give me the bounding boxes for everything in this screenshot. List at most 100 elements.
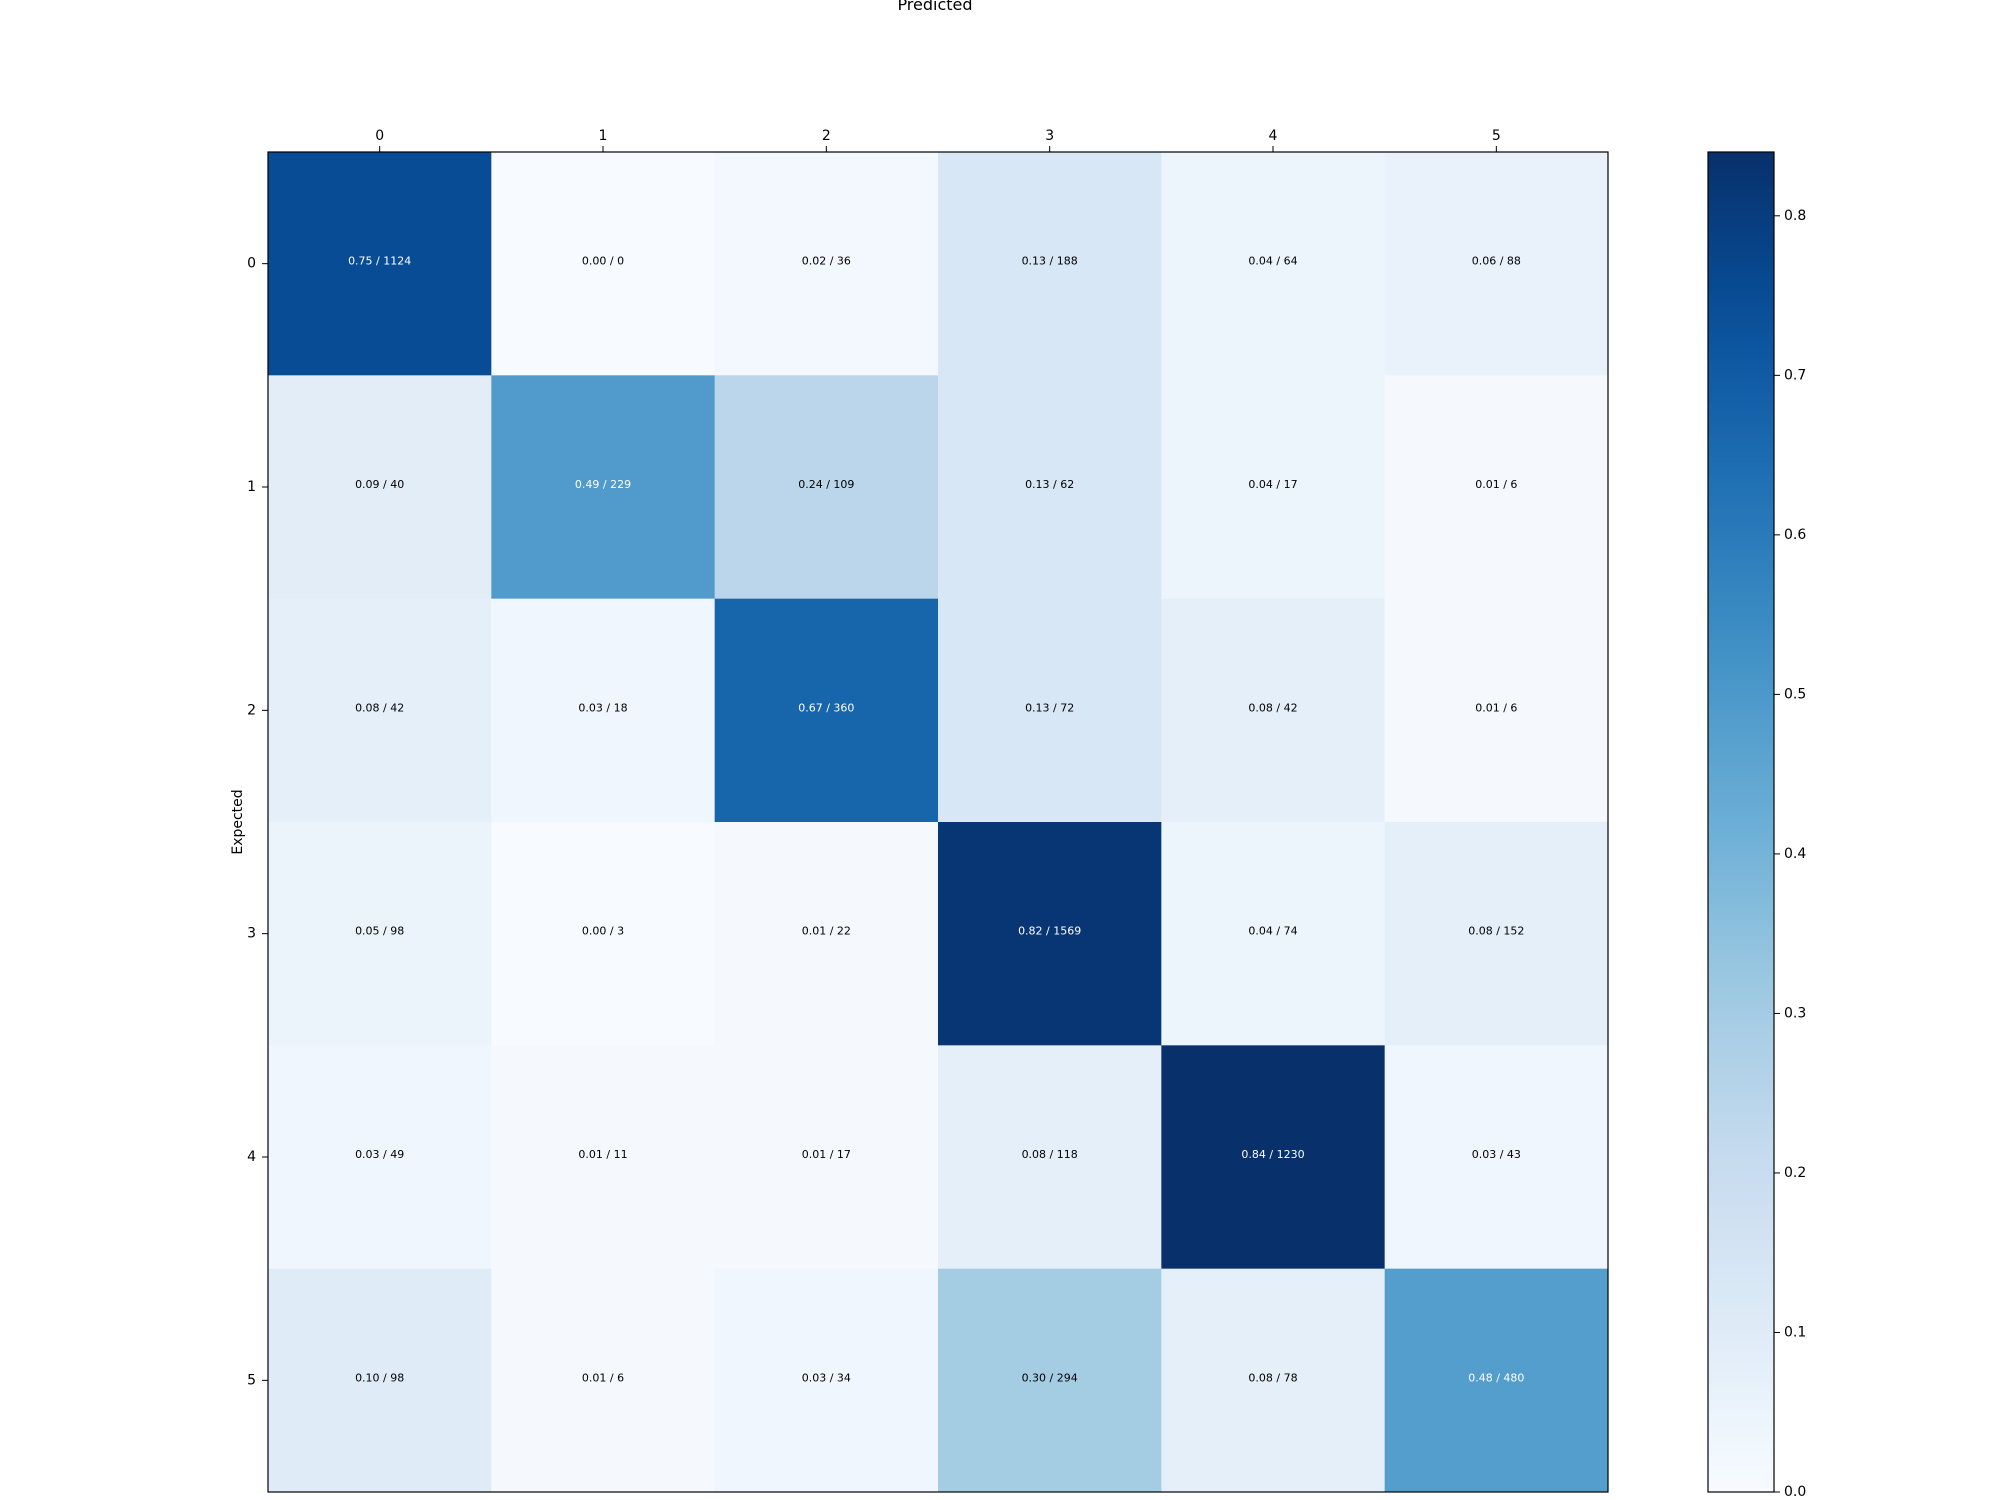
heatmap-cell <box>938 152 1162 376</box>
cell-label: 0.08 / 42 <box>355 701 404 714</box>
colorbar <box>1707 151 1775 1493</box>
heatmap-cell <box>1384 152 1609 376</box>
heatmap-cell <box>491 598 716 823</box>
heatmap-cells <box>268 152 1609 1493</box>
cell-label: 0.02 / 36 <box>802 255 851 268</box>
heatmap-cell <box>938 1045 1162 1270</box>
cell-label: 0.82 / 1569 <box>1018 925 1081 938</box>
colorbar-tick-label: 0.8 <box>1784 208 1806 224</box>
heatmap-cell <box>714 822 939 1046</box>
plot-frame <box>267 151 1609 1493</box>
y-tick-label: 0 <box>247 256 256 272</box>
heatmap-cell <box>714 598 939 823</box>
colorbar-tick-label: 0.7 <box>1784 367 1806 383</box>
cell-label: 0.08 / 118 <box>1022 1148 1078 1161</box>
x-tick-label: 2 <box>822 128 831 144</box>
y-tick-label: 3 <box>247 926 256 942</box>
cell-label: 0.04 / 17 <box>1248 478 1297 491</box>
cell-label: 0.13 / 72 <box>1025 701 1074 714</box>
heatmap-cell <box>1161 152 1386 376</box>
heatmap-cell <box>491 1268 716 1493</box>
heatmap-cell <box>1384 598 1609 823</box>
heatmap-cell <box>714 1045 939 1270</box>
cell-label: 0.13 / 62 <box>1025 478 1074 491</box>
cell-label: 0.49 / 229 <box>575 478 631 491</box>
cell-label: 0.03 / 43 <box>1472 1148 1521 1161</box>
heatmap-cell <box>1161 598 1386 823</box>
heatmap-cell <box>714 375 939 600</box>
heatmap-cell <box>1384 1268 1609 1493</box>
heatmap-cell <box>1384 1045 1609 1270</box>
heatmap-cell <box>491 152 716 376</box>
heatmap-cell <box>491 1045 716 1270</box>
colorbar-ticks: 0.0 0.1 0.2 0.3 0.4 0.5 0.6 0.7 0.8 <box>1774 208 1806 1500</box>
cell-label: 0.24 / 109 <box>798 478 854 491</box>
cell-label: 0.01 / 22 <box>802 925 851 938</box>
heatmap-cell-labels: 0.75 / 1124 0.00 / 0 0.02 / 36 0.13 / 188 0.… <box>348 255 1524 1385</box>
x-tick-label: 3 <box>1045 128 1054 144</box>
x-tick-label: 5 <box>1492 128 1501 144</box>
cell-label: 0.03 / 34 <box>802 1371 851 1384</box>
heatmap-cell <box>268 375 492 600</box>
x-axis-ticks: 0 1 2 3 4 5 <box>375 128 1501 152</box>
chart-title: Predicted <box>897 0 972 14</box>
cell-label: 0.04 / 74 <box>1248 925 1297 938</box>
colorbar-tick-label: 0.1 <box>1784 1324 1806 1340</box>
cell-label: 0.00 / 0 <box>582 255 624 268</box>
heatmap-cell <box>268 598 492 823</box>
colorbar-tick-label: 0.6 <box>1784 527 1806 543</box>
cell-label: 0.13 / 188 <box>1022 255 1078 268</box>
heatmap-cell <box>1161 1268 1386 1493</box>
heatmap-cell <box>268 152 492 376</box>
cell-label: 0.03 / 49 <box>355 1148 404 1161</box>
heatmap-cell <box>1161 822 1386 1046</box>
heatmap-cell <box>938 822 1162 1046</box>
cell-label: 0.01 / 17 <box>802 1148 851 1161</box>
y-axis-label: Expected <box>230 789 246 854</box>
cell-label: 0.75 / 1124 <box>348 255 411 268</box>
cell-label: 0.67 / 360 <box>798 701 854 714</box>
heatmap-cell <box>714 1268 939 1493</box>
colorbar-tick-label: 0.4 <box>1784 846 1806 862</box>
heatmap-cell <box>268 1268 492 1493</box>
heatmap-cell <box>1384 822 1609 1046</box>
cell-label: 0.01 / 6 <box>1475 701 1517 714</box>
heatmap-cell <box>714 152 939 376</box>
cell-label: 0.04 / 64 <box>1248 255 1297 268</box>
cell-label: 0.01 / 6 <box>1475 478 1517 491</box>
colorbar-tick-label: 0.2 <box>1784 1165 1806 1181</box>
cell-label: 0.06 / 88 <box>1472 255 1521 268</box>
colorbar-tick-label: 0.0 <box>1784 1484 1806 1500</box>
y-tick-label: 1 <box>247 479 256 495</box>
cell-label: 0.01 / 6 <box>582 1371 624 1384</box>
cell-label: 0.48 / 480 <box>1468 1371 1524 1384</box>
cell-label: 0.08 / 78 <box>1248 1371 1297 1384</box>
heatmap-cell <box>1161 375 1386 600</box>
heatmap-cell <box>938 375 1162 600</box>
cell-label: 0.10 / 98 <box>355 1371 404 1384</box>
colorbar-tick-label: 0.3 <box>1784 1005 1806 1021</box>
heatmap-cell <box>938 1268 1162 1493</box>
heatmap-cell <box>1161 1045 1386 1270</box>
heatmap-cell <box>938 598 1162 823</box>
x-tick-label: 4 <box>1269 128 1278 144</box>
cell-label: 0.03 / 18 <box>578 701 627 714</box>
y-tick-label: 4 <box>247 1149 256 1165</box>
cell-label: 0.09 / 40 <box>355 478 404 491</box>
heatmap-cell <box>268 822 492 1046</box>
y-tick-label: 2 <box>247 702 256 718</box>
heatmap-cell <box>268 1045 492 1270</box>
cell-label: 0.00 / 3 <box>582 925 624 938</box>
cell-label: 0.84 / 1230 <box>1241 1148 1304 1161</box>
cell-label: 0.01 / 11 <box>578 1148 627 1161</box>
cell-label: 0.05 / 98 <box>355 925 404 938</box>
cell-label: 0.30 / 294 <box>1022 1371 1078 1384</box>
x-tick-label: 1 <box>599 128 608 144</box>
y-axis-ticks: 0 1 2 3 4 5 <box>247 256 268 1388</box>
x-tick-label: 0 <box>375 128 384 144</box>
heatmap-cell <box>491 375 716 600</box>
heatmap-cell <box>491 822 716 1046</box>
cell-label: 0.08 / 42 <box>1248 701 1297 714</box>
heatmap-cell <box>1384 375 1609 600</box>
y-tick-label: 5 <box>247 1372 256 1388</box>
